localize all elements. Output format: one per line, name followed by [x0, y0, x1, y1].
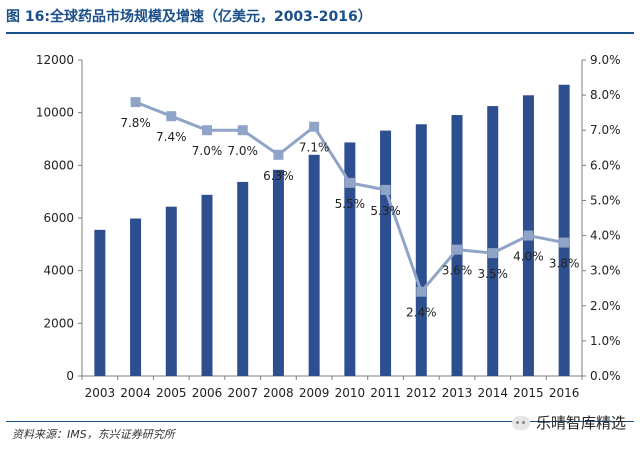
growth-point-2007 — [237, 125, 248, 136]
y-right-tick-label: 5.0% — [590, 193, 621, 207]
growth-point-2011 — [380, 184, 391, 195]
x-tick-label-2014: 2014 — [477, 386, 508, 400]
y-right-tick-label: 4.0% — [590, 229, 621, 243]
growth-point-2008 — [273, 149, 284, 160]
x-tick-label-2006: 2006 — [192, 386, 223, 400]
bar-2007 — [237, 181, 249, 376]
growth-label-2014: 3.5% — [477, 267, 508, 281]
y-left-tick-label: 2000 — [43, 316, 74, 330]
growth-label-2013: 3.6% — [442, 264, 473, 278]
growth-point-2005 — [166, 111, 177, 122]
growth-label-2011: 5.3% — [370, 204, 401, 218]
x-tick-label-2012: 2012 — [406, 386, 437, 400]
y-right-tick-label: 8.0% — [590, 88, 621, 102]
x-tick-label-2004: 2004 — [120, 386, 151, 400]
growth-point-2015 — [523, 230, 534, 241]
y-right-tick-label: 3.0% — [590, 264, 621, 278]
growth-point-2010 — [344, 177, 355, 188]
growth-point-2012 — [416, 286, 427, 297]
y-left-tick-label: 0 — [66, 369, 74, 383]
growth-point-2014 — [487, 248, 498, 259]
x-tick-label-2011: 2011 — [370, 386, 401, 400]
watermark-text: 乐晴智库精选 — [535, 414, 626, 432]
growth-label-2005: 7.4% — [156, 130, 187, 144]
y-left-tick-label: 8000 — [43, 158, 74, 172]
y-left-tick-label: 10000 — [36, 106, 74, 120]
growth-point-2006 — [202, 125, 212, 136]
y-right-tick-label: 0.0% — [590, 369, 621, 383]
bar-2016 — [558, 84, 570, 377]
y-right-tick-label: 2.0% — [590, 299, 621, 313]
growth-label-2015: 4.0% — [513, 250, 544, 264]
growth-point-2009 — [309, 121, 320, 132]
growth-label-2012: 2.4% — [406, 306, 437, 320]
x-tick-label-2009: 2009 — [299, 386, 330, 400]
growth-label-2006: 7.0% — [192, 144, 223, 158]
bar-2009 — [308, 154, 320, 376]
growth-point-2004 — [130, 97, 141, 108]
x-tick-label-2016: 2016 — [549, 386, 580, 400]
bar-2012 — [415, 124, 427, 377]
bar-2010 — [344, 142, 356, 376]
x-tick-label-2010: 2010 — [335, 386, 366, 400]
bar-2014 — [487, 106, 499, 376]
wechat-icon — [511, 415, 530, 430]
x-tick-label-2015: 2015 — [513, 386, 544, 400]
chart-title: 图 16:全球药品市场规模及增速（亿美元，2003-2016） — [6, 9, 372, 25]
growth-label-2008: 6.3% — [263, 169, 294, 183]
y-left-tick-label: 4000 — [43, 264, 74, 278]
bar-2008 — [272, 169, 284, 376]
chart: 0 2000 4000 6000 8000 10000 12000 0.0% 1.0% 2.0% 3… — [36, 53, 621, 400]
bar-2006 — [201, 194, 213, 376]
footer-rule — [6, 421, 634, 422]
growth-label-2004: 7.8% — [120, 116, 151, 130]
y-right-tick-label: 9.0% — [590, 53, 621, 67]
watermark: 乐晴智库精选 — [511, 412, 626, 433]
growth-label-2009: 7.1% — [299, 141, 330, 155]
y-left-tick-label: 6000 — [43, 211, 74, 225]
growth-label-2016: 3.8% — [549, 257, 580, 271]
growth-label-2007: 7.0% — [227, 144, 258, 158]
y-right-tick-label: 7.0% — [590, 123, 621, 137]
bar-2004 — [130, 218, 142, 376]
y-right-tick-label: 1.0% — [590, 334, 621, 348]
x-tick-label-2005: 2005 — [156, 386, 187, 400]
x-tick-label-2003: 2003 — [85, 386, 116, 400]
source-note: 资料来源：IMS，东兴证券研究所 — [12, 428, 175, 441]
bar-2005 — [165, 206, 177, 376]
growth-label-2010: 5.5% — [335, 197, 366, 211]
x-tick-label-2013: 2013 — [442, 386, 473, 400]
y-right-tick-label: 6.0% — [590, 158, 621, 172]
bar-2011 — [380, 130, 392, 376]
title-rule — [6, 32, 634, 34]
growth-point-2016 — [559, 237, 570, 248]
x-tick-label-2007: 2007 — [227, 386, 258, 400]
y-left-tick-label: 12000 — [36, 53, 74, 67]
x-tick-label-2008: 2008 — [263, 386, 294, 400]
bar-2003 — [94, 229, 106, 376]
growth-point-2013 — [452, 244, 462, 255]
